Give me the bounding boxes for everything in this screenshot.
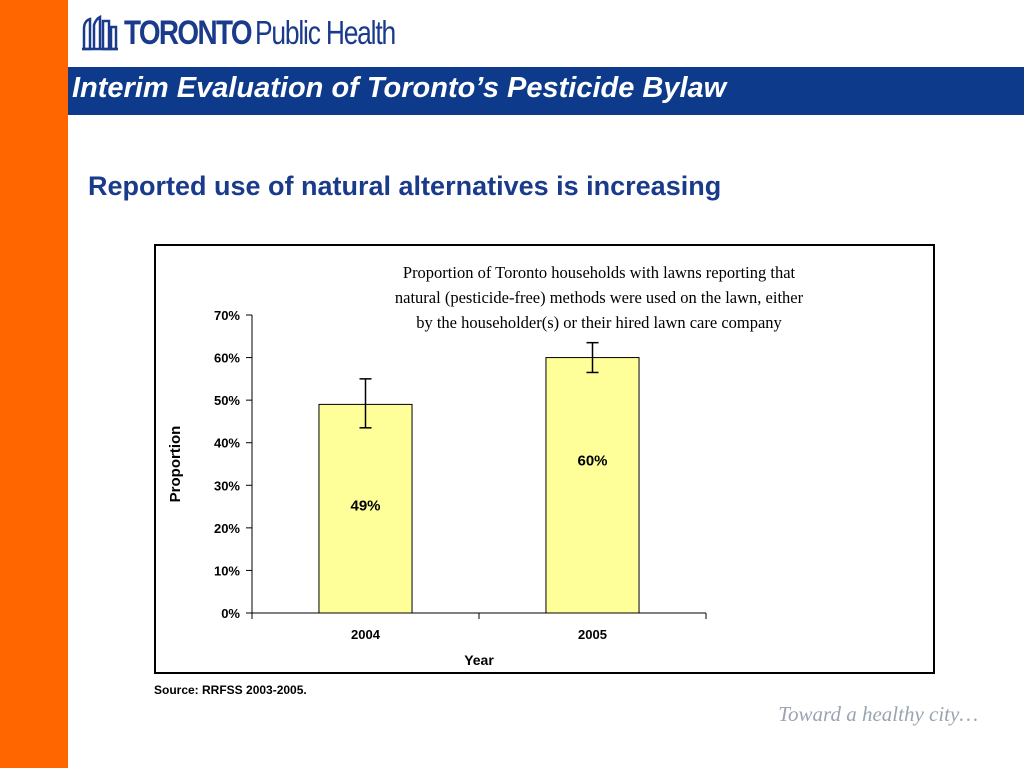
title-banner [68, 67, 1024, 115]
x-tick-label: 2004 [351, 627, 381, 642]
y-tick-label: 70% [214, 308, 240, 323]
x-axis-title: Year [464, 652, 494, 668]
bar [545, 357, 640, 614]
orange-sidebar [0, 0, 68, 768]
city-hall-icon [82, 15, 118, 51]
toronto-public-health-logo: TORONTO Public Health [82, 10, 430, 56]
banner-title: Interim Evaluation of Toronto’s Pesticid… [72, 72, 727, 104]
y-tick-label: 10% [214, 563, 240, 578]
x-tick-label: 2005 [578, 627, 607, 642]
y-tick-label: 40% [214, 436, 240, 451]
y-tick-label: 60% [214, 351, 240, 366]
bar-chart: Proportion of Toronto households with la… [167, 263, 804, 668]
slide-subtitle: Reported use of natural alternatives is … [88, 171, 722, 201]
source-note: Source: RRFSS 2003-2005. [154, 683, 307, 697]
data-label: 49% [350, 498, 380, 515]
logo-word-public-health: Public Health [254, 14, 396, 51]
chart-title-line: Proportion of Toronto households with la… [403, 263, 796, 282]
tagline: Toward a healthy city… [778, 702, 978, 726]
bar [318, 403, 413, 614]
y-tick-label: 30% [214, 478, 240, 493]
y-axis-title: Proportion [167, 426, 184, 503]
chart-frame: Proportion of Toronto households with la… [154, 244, 935, 674]
y-tick-label: 50% [214, 393, 240, 408]
chart-title-line: by the householder(s) or their hired law… [416, 313, 782, 332]
y-tick-label: 0% [221, 606, 240, 621]
y-tick-label: 20% [214, 521, 240, 536]
logo-word-toronto: TORONTO [124, 13, 253, 52]
chart-title-line: natural (pesticide-free) methods were us… [395, 288, 804, 307]
data-label: 60% [577, 452, 607, 469]
